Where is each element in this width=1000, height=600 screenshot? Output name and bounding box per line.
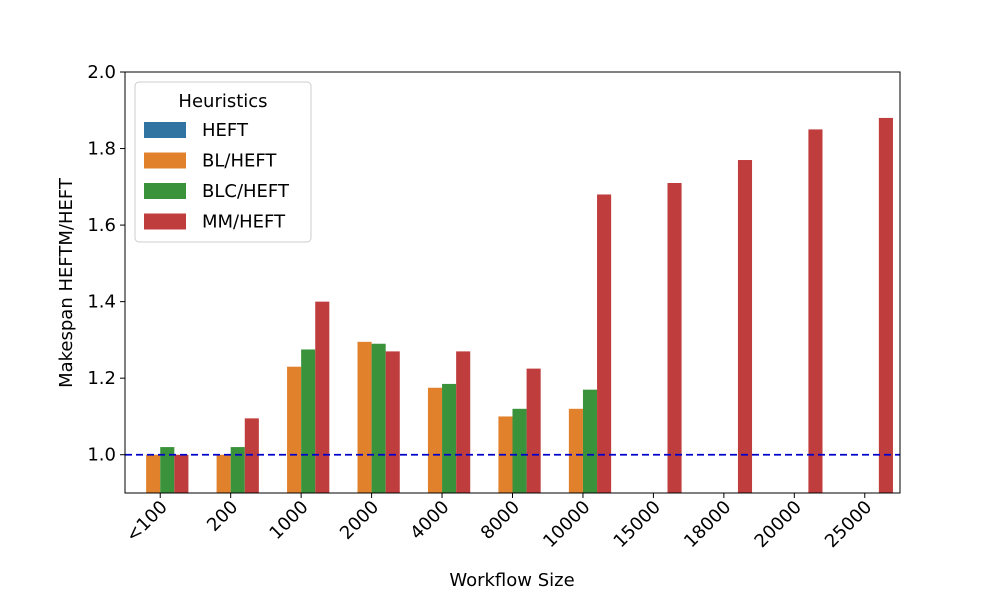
legend-label: BL/HEFT xyxy=(202,151,277,172)
bar-bl-heft-0 xyxy=(146,454,161,493)
bar-mm-heft-3 xyxy=(385,351,400,493)
bar-mm-heft-6 xyxy=(597,194,612,493)
bar-bl-heft-3 xyxy=(357,341,372,493)
x-tick-label: 18000 xyxy=(680,497,735,552)
bar-blc-heft-1 xyxy=(230,447,245,493)
y-tick-label: 1.4 xyxy=(87,292,116,313)
x-axis-title: Workflow Size xyxy=(449,570,574,591)
y-tick-label: 1.8 xyxy=(87,139,116,160)
x-tick-label: 10000 xyxy=(539,497,594,552)
x-tick-label: 4000 xyxy=(406,497,453,544)
x-axis: <100 200 1000 2000 4000 8000 10000 15000 18000 20… xyxy=(122,493,876,552)
x-tick-label: 1000 xyxy=(265,497,312,544)
legend-label: BLC/HEFT xyxy=(202,181,290,202)
bar-blc-heft-5 xyxy=(512,408,527,493)
bar-mm-heft-2 xyxy=(315,301,330,493)
bar-mm-heft-8 xyxy=(737,160,753,493)
bar-blc-heft-3 xyxy=(371,343,386,493)
y-axis: 1.0 1.2 1.4 1.6 1.8 2.0 xyxy=(87,62,125,466)
legend-swatch xyxy=(144,183,186,199)
bar-bl-heft-4 xyxy=(427,387,443,493)
y-tick-label: 1.0 xyxy=(87,445,116,466)
y-tick-label: 1.6 xyxy=(87,215,116,236)
bar-blc-heft-6 xyxy=(582,389,598,493)
bar-bl-heft-2 xyxy=(287,366,302,493)
x-tick-label: 200 xyxy=(203,497,242,536)
x-tick-label: 15000 xyxy=(610,497,665,552)
legend-swatch xyxy=(144,152,186,169)
bar-mm-heft-7 xyxy=(667,182,682,494)
bar-mm-heft-9 xyxy=(808,129,823,493)
legend-label: HEFT xyxy=(202,120,249,141)
legend-swatch xyxy=(144,213,186,230)
x-tick-label: 2000 xyxy=(336,497,383,544)
x-tick-label: 25000 xyxy=(821,497,876,552)
y-axis-title: Makespan HEFTM/HEFT xyxy=(56,177,77,388)
legend: Heuristics HEFT BL/HEFT BLC/HEFT MM/HEFT xyxy=(134,81,312,243)
y-tick-label: 1.2 xyxy=(87,368,116,389)
bar-blc-heft-4 xyxy=(442,383,457,493)
bar-bl-heft-6 xyxy=(568,408,583,493)
x-tick-label: <100 xyxy=(122,497,172,547)
legend-label: MM/HEFT xyxy=(202,212,286,233)
x-tick-label: 8000 xyxy=(477,497,524,544)
bar-mm-heft-4 xyxy=(456,351,471,493)
x-tick-label: 20000 xyxy=(751,497,806,552)
bar-mm-heft-0 xyxy=(174,454,189,493)
bar-mm-heft-1 xyxy=(244,418,259,493)
bars-layer xyxy=(146,117,893,494)
bar-blc-heft-2 xyxy=(301,349,316,493)
bar-mm-heft-5 xyxy=(526,368,541,493)
legend-swatch xyxy=(144,122,186,138)
bar-mm-heft-10 xyxy=(878,117,893,494)
legend-title: Heuristics xyxy=(178,91,267,112)
bar-blc-heft-0 xyxy=(160,447,175,493)
bar-bl-heft-1 xyxy=(216,454,231,493)
y-tick-label: 2.0 xyxy=(87,62,116,83)
